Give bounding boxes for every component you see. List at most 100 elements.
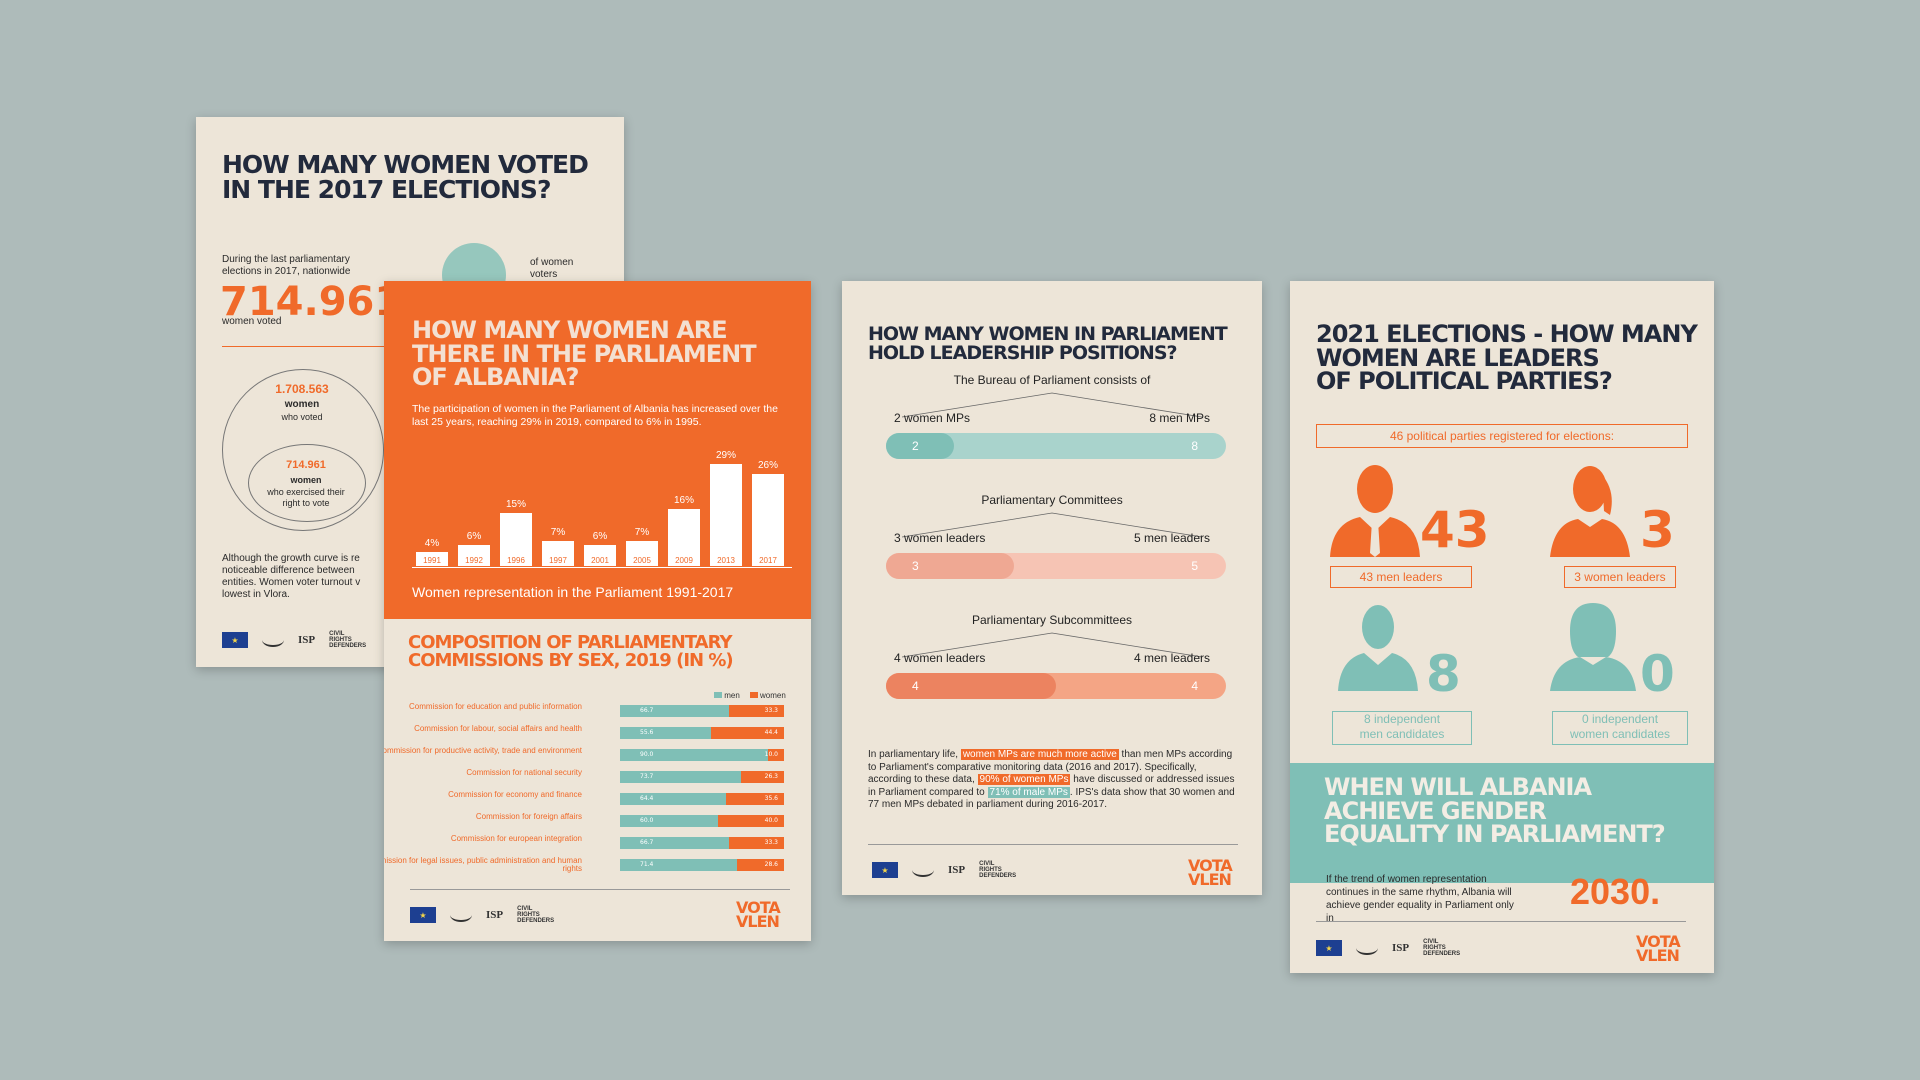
- highlight-orange: 90% of women MPs: [977, 774, 1071, 785]
- body-line: Although the growth curve is re: [222, 553, 360, 564]
- commission-bar: 90.0 10.0: [620, 749, 784, 761]
- women-value: 2: [912, 439, 919, 453]
- independent-women-number: 0: [1640, 645, 1675, 703]
- commission-bar: 66.7 33.3: [620, 837, 784, 849]
- women-count-label: 2 women MPs: [894, 411, 971, 425]
- women-leaders-number: 3: [1640, 501, 1675, 559]
- men-value: 5: [1191, 559, 1198, 573]
- independent-men-number: 8: [1426, 645, 1461, 703]
- women-value: 10.0: [764, 751, 778, 758]
- chart-bar: [584, 545, 616, 566]
- man-silhouette-icon: [1338, 605, 1418, 691]
- paragraph-text: . IPS's data show that 30 women and 77 m…: [868, 786, 1235, 811]
- partner-logos: ★ ISP CIVIL RIGHTS DEFENDERS: [410, 906, 554, 924]
- divider: [410, 889, 790, 890]
- label-line: men candidates: [1359, 727, 1445, 741]
- eu-flag-icon: ★: [1316, 940, 1342, 956]
- data-label: 7%: [550, 527, 566, 538]
- big-number-caption: women voted: [222, 316, 282, 327]
- commission-row: Commission for education and public info…: [384, 702, 804, 717]
- chart-bar: [668, 509, 700, 566]
- logo-line: VOTA: [1188, 856, 1233, 875]
- eu-flag-icon: ★: [872, 862, 898, 878]
- inner-circle: [248, 444, 366, 522]
- men-segment: 90.0: [620, 749, 768, 761]
- woman-silhouette-icon: [1550, 603, 1636, 691]
- commission-row: Commission for foreign affairs 60.0 40.0: [384, 812, 804, 827]
- data-label: 7%: [634, 527, 650, 538]
- equality-year: 2030.: [1570, 871, 1661, 912]
- commission-row: Commission for national security 73.7 26.3: [384, 768, 804, 783]
- commission-bar: 60.0 40.0: [620, 815, 784, 827]
- men-count-label: 8 men MPs: [1149, 411, 1210, 425]
- title-line: WHEN WILL ALBANIA: [1324, 773, 1592, 801]
- poster1-intro: During the last parliamentary elections …: [222, 254, 351, 277]
- data-label: 6%: [466, 531, 482, 542]
- emblem-icon: [450, 908, 472, 922]
- title-line: COMPOSITION OF PARLIAMENTARY: [408, 632, 732, 653]
- divider: [868, 844, 1238, 845]
- paragraph-text: In parliamentary life,: [868, 749, 961, 760]
- commission-bar: 64.4 35.6: [620, 793, 784, 805]
- title-line: HOW MANY WOMEN VOTED: [222, 150, 589, 179]
- legend-women: women: [749, 691, 786, 700]
- women-value: 35.6: [764, 795, 778, 802]
- body-line: entities. Women voter turnout v: [222, 577, 361, 588]
- label-line: 0 independent: [1581, 712, 1659, 726]
- men-segment: 66.7: [620, 705, 729, 717]
- bracket-lines: [901, 512, 1203, 538]
- vota-vlen-logo: VOTA VLEN: [1636, 932, 1681, 964]
- x-tick-label: 1996: [507, 556, 525, 565]
- women-value: 33.3: [764, 839, 778, 846]
- commission-label: Commission for national security: [466, 768, 582, 777]
- isp-logo: ISP: [948, 864, 966, 876]
- leadership-groups: The Bureau of Parliament consists of 2 wo…: [842, 281, 1262, 741]
- women-value: 28.6: [764, 861, 778, 868]
- label-line: women candidates: [1569, 727, 1671, 741]
- women-count-label: 4 women leaders: [894, 651, 986, 665]
- commission-row: Commission for european integration 66.7 3…: [384, 834, 804, 849]
- poster3-paragraph: In parliamentary life, women MPs are muc…: [868, 749, 1240, 812]
- logo-line: VLEN: [736, 912, 780, 932]
- men-count-label: 5 men leaders: [1133, 531, 1210, 545]
- poster1-title: HOW MANY WOMEN VOTED IN THE 2017 ELECTIO…: [222, 150, 589, 202]
- women-leaders-label: 3 women leaders: [1564, 566, 1676, 588]
- men-segment: 55.6: [620, 727, 711, 739]
- title-line: HOW MANY WOMEN IN PARLIAMENT: [868, 323, 1228, 345]
- data-label: 4%: [424, 538, 440, 549]
- chart-bar: [416, 552, 448, 566]
- inner-sub: who exercised their right to vote: [267, 487, 345, 508]
- commission-label: Commission for education and public info…: [409, 702, 582, 711]
- logo-line: VOTA: [1636, 932, 1681, 951]
- commission-legend: men women: [714, 691, 786, 700]
- chart-bar: [710, 464, 742, 566]
- emblem-icon: [912, 863, 934, 877]
- women-value: 40.0: [764, 817, 778, 824]
- divider: [1316, 921, 1686, 922]
- bracket-lines: [901, 392, 1203, 418]
- group-title: Parliamentary Subcommittees: [971, 613, 1133, 627]
- x-tick-label: 1992: [465, 556, 483, 565]
- chart-bar: [458, 545, 490, 566]
- title-line: 2021 ELECTIONS - HOW MANY: [1316, 320, 1698, 348]
- data-label: 26%: [757, 460, 778, 471]
- men-value: 8: [1191, 439, 1198, 453]
- partner-logos: ★ ISP CIVIL RIGHTS DEFENDERS: [222, 631, 366, 649]
- crd-logo: CIVIL RIGHTS DEFENDERS: [1423, 939, 1461, 957]
- title-line: COMMISSIONS BY SEX, 2019 (IN %): [408, 649, 734, 671]
- isp-logo: ISP: [486, 909, 504, 921]
- highlight-teal: 71% of male MPs: [987, 786, 1070, 798]
- x-tick-label: 2013: [717, 556, 735, 565]
- poster2-title: HOW MANY WOMEN ARE THERE IN THE PARLIAME…: [412, 318, 757, 390]
- emblem-icon: [1356, 941, 1378, 955]
- chart-bar: [500, 513, 532, 566]
- data-label: 6%: [592, 531, 608, 542]
- commission-label: Commission for labour, social affairs an…: [414, 724, 582, 733]
- men-segment: 66.7: [620, 837, 729, 849]
- title-line: WOMEN ARE LEADERS: [1316, 343, 1600, 372]
- title-line: EQUALITY IN PARLIAMENT?: [1324, 820, 1666, 849]
- x-tick-label: 2005: [633, 556, 651, 565]
- poster-leadership-positions: HOW MANY WOMEN IN PARLIAMENT HOLD LEADER…: [842, 281, 1262, 895]
- commission-bar: 71.4 28.6: [620, 859, 784, 871]
- commission-label: Commission for economy and finance: [448, 790, 582, 799]
